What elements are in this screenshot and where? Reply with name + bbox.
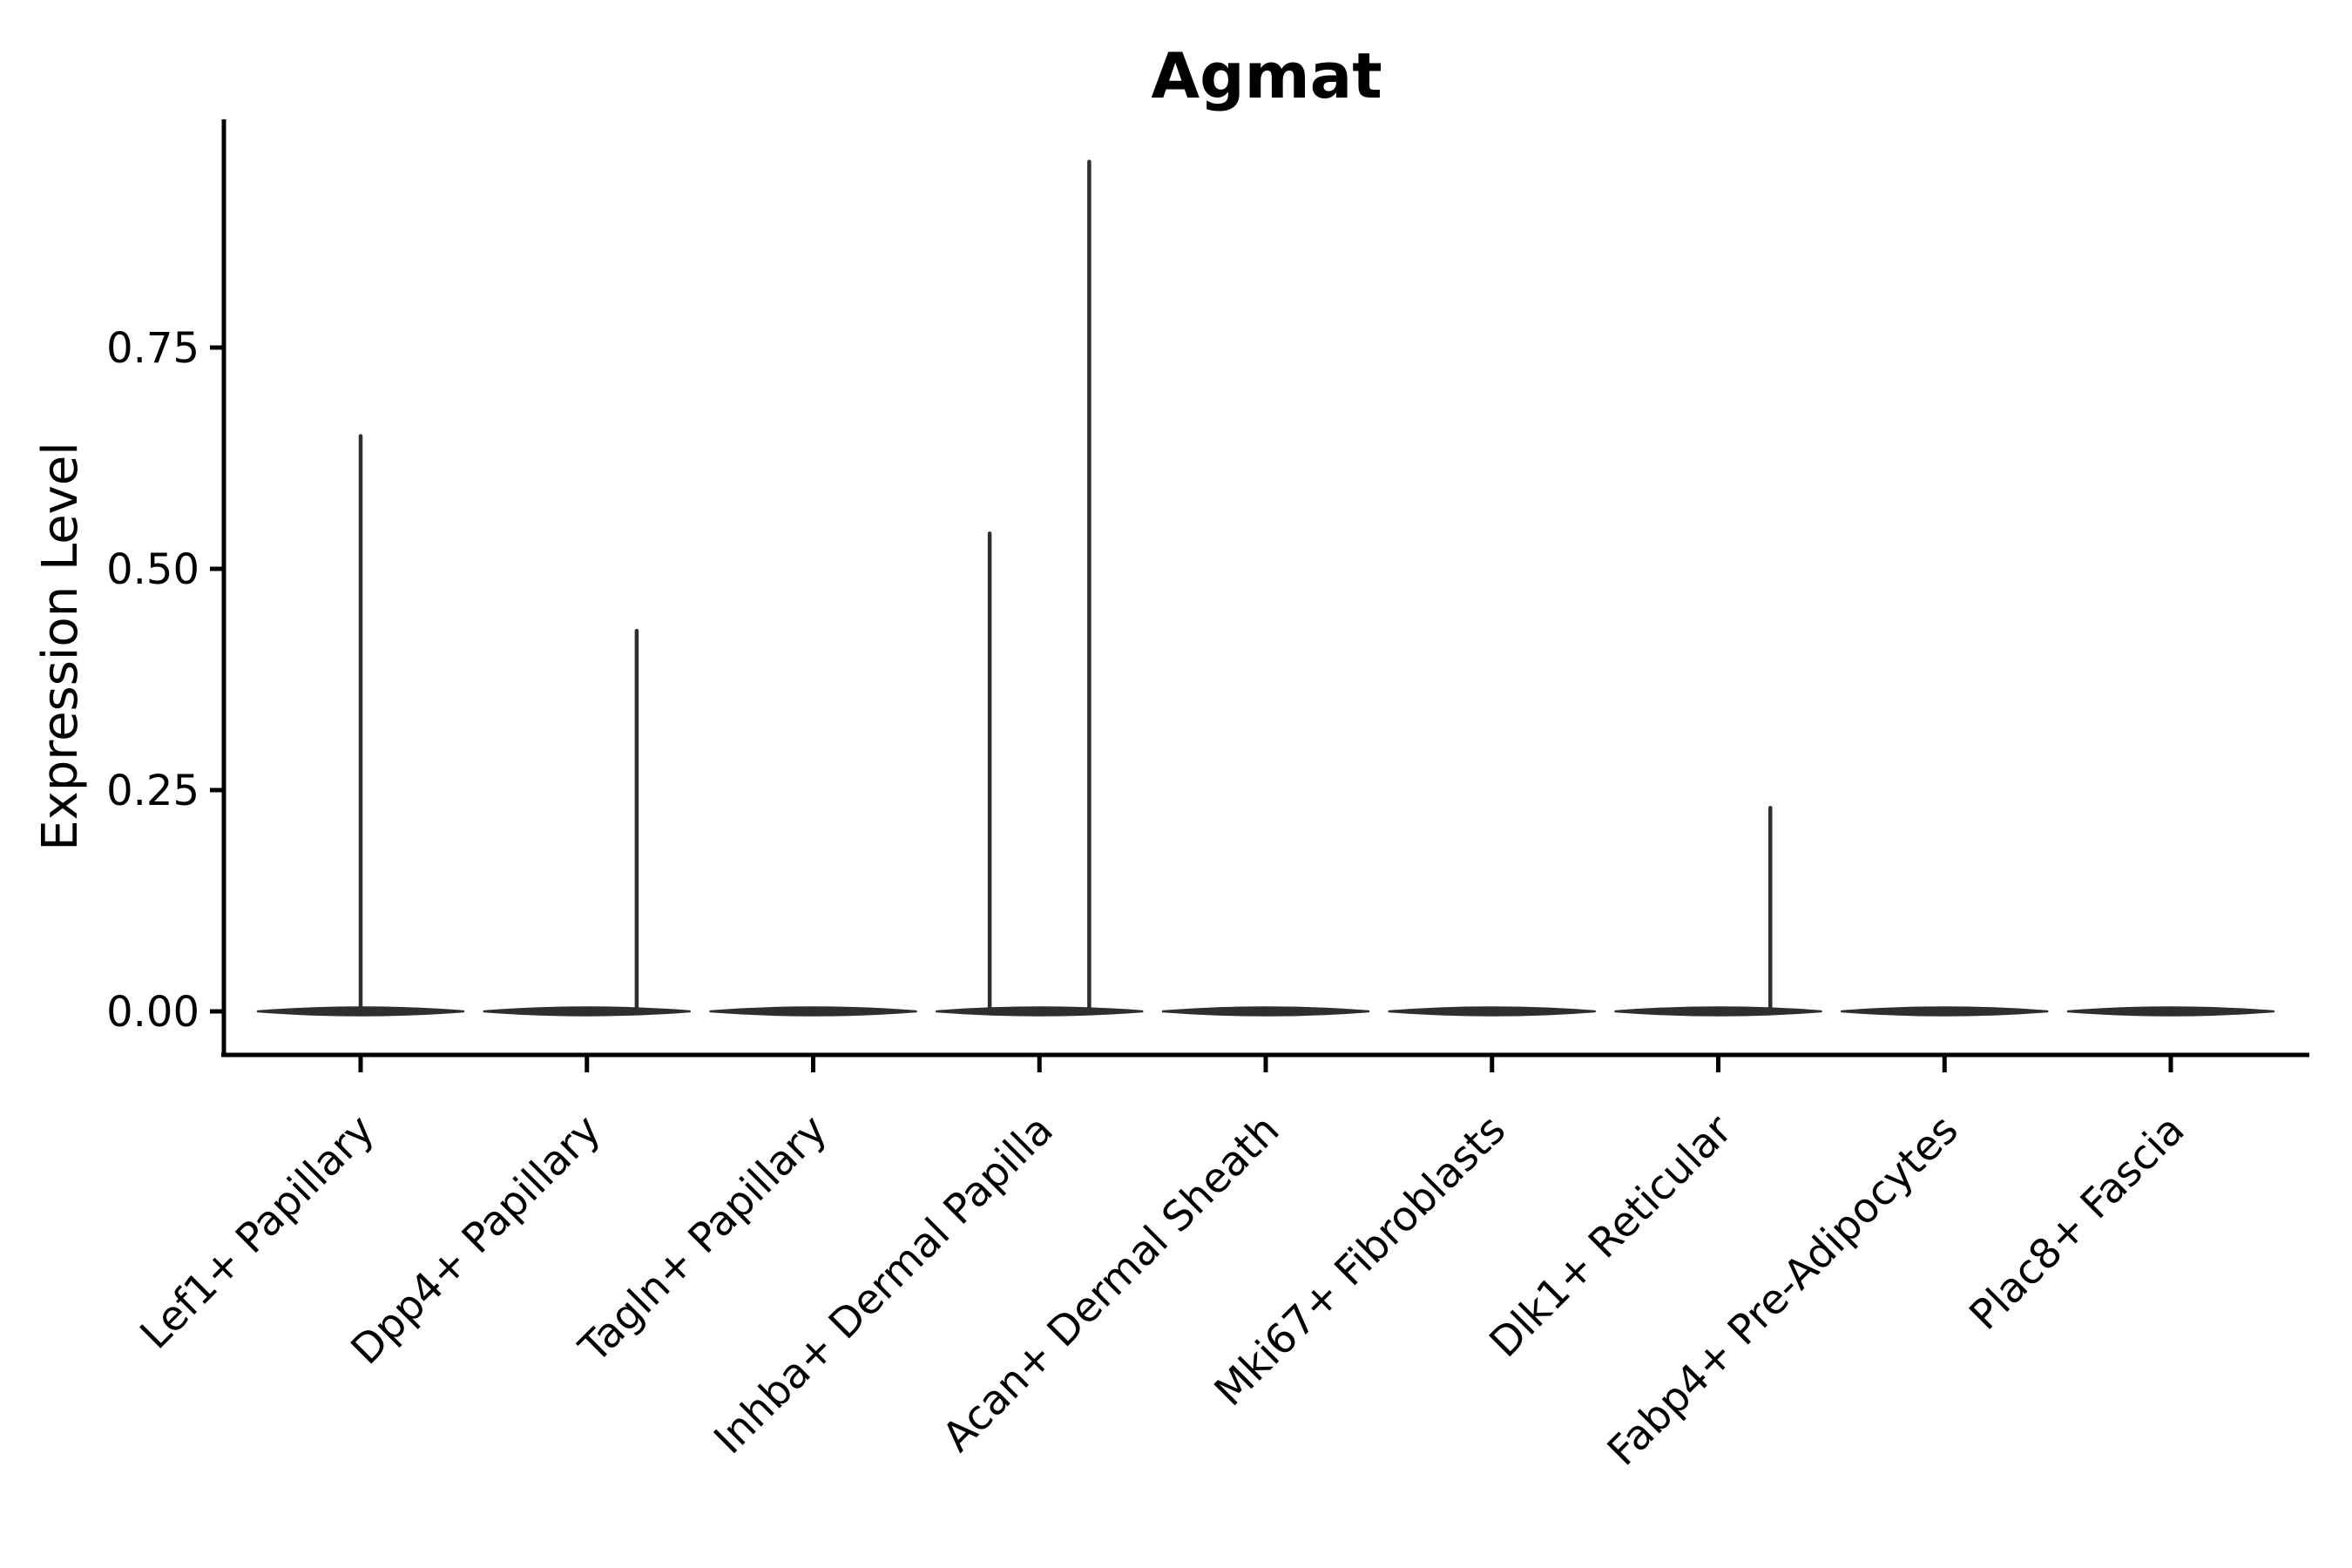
violin-body — [2066, 1006, 2275, 1017]
violin-body — [1841, 1006, 2049, 1017]
y-axis-label: Expression Level — [32, 442, 89, 851]
violin-series — [256, 159, 2275, 1017]
violin-body — [709, 1006, 917, 1017]
y-tick-label: 0.25 — [106, 767, 199, 815]
violin-body — [483, 1006, 691, 1017]
violin-body — [936, 1006, 1144, 1017]
x-tick-label: Plac8+ Fascia — [1961, 1106, 2194, 1340]
x-tick-label: Dlk1+ Reticular — [1481, 1105, 1742, 1367]
x-tick-label: Tagln+ Papillary — [570, 1106, 836, 1373]
y-tick-label: 0.50 — [106, 545, 199, 594]
violin-body — [1614, 1006, 1822, 1017]
x-tick-label: Dpp4+ Papillary — [342, 1106, 611, 1375]
y-axis-ticks: 0.00 0.25 0.50 0.75 — [106, 324, 224, 1037]
violin-body — [1161, 1006, 1370, 1017]
violin-body — [1388, 1006, 1596, 1017]
chart-title: Agmat — [1151, 39, 1382, 112]
x-tick-label: Lef1+ Papillary — [132, 1106, 384, 1359]
x-axis-ticks — [358, 1055, 2173, 1072]
y-tick-label: 0.00 — [106, 988, 199, 1037]
y-tick-label: 0.75 — [106, 324, 199, 373]
